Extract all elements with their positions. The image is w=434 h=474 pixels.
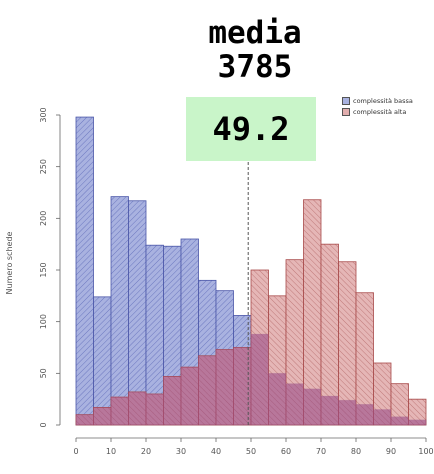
x-tick-label: 10 <box>106 447 116 456</box>
bar-overlap-30 <box>181 367 199 425</box>
bar-overlap-70 <box>321 396 339 425</box>
bar-complessita-bassa-15 <box>128 200 147 426</box>
bar-overlap-10 <box>111 397 129 425</box>
y-tick-label: 50 <box>39 368 48 378</box>
bar-overlap-40 <box>216 349 234 425</box>
bar-overlap-25 <box>163 376 181 425</box>
bar-overlap-80 <box>356 404 374 425</box>
bar-overlap-45 <box>233 347 251 425</box>
bar-overlap-85 <box>373 409 391 425</box>
bar-complessita-bassa-5 <box>93 296 112 426</box>
bar-overlap-55 <box>268 373 286 425</box>
x-tick-label: 60 <box>281 447 291 456</box>
bar-overlap-95 <box>408 419 426 425</box>
x-tick-label: 0 <box>73 447 78 456</box>
bar-overlap-50 <box>251 334 269 425</box>
chart-title-line-1: media <box>208 15 302 51</box>
x-tick-label: 40 <box>211 447 221 456</box>
x-tick-label: 100 <box>418 447 433 456</box>
bar-overlap-20 <box>146 394 164 425</box>
y-axis: 0 50 100 150 200 250 300 <box>39 107 61 428</box>
legend-item-complessita-bassa: complessità bassa <box>342 96 434 106</box>
x-tick-label: 30 <box>176 447 186 456</box>
legend-label-complessita-alta: complessità alta <box>353 108 407 116</box>
bar-overlap-5 <box>93 407 111 425</box>
bar-overlap-0 <box>76 414 94 425</box>
x-tick-label: 70 <box>316 447 326 456</box>
y-tick-label: 200 <box>39 211 48 226</box>
y-tick-label: 300 <box>39 107 48 122</box>
legend-swatch-red <box>342 108 350 116</box>
y-tick-label: 0 <box>39 422 48 427</box>
legend-label-complessita-bassa: complessità bassa <box>353 97 413 105</box>
mean-value-box: 49.2 <box>186 97 316 161</box>
x-tick-label: 80 <box>351 447 361 456</box>
bar-overlap-75 <box>338 400 356 425</box>
bar-overlap-60 <box>286 383 304 425</box>
bar-overlap-35 <box>198 355 216 425</box>
legend-item-complessita-alta: complessità alta <box>342 107 434 117</box>
x-tick-label: 50 <box>246 447 256 456</box>
legend-swatch-blue <box>342 97 350 105</box>
y-axis-label: Numero schede <box>5 231 14 294</box>
x-axis: 0 10 20 30 40 50 60 70 80 90 100 <box>73 437 434 456</box>
chart-title-line-2: 3785 <box>217 49 293 85</box>
x-tick-label: 90 <box>386 447 396 456</box>
y-tick-label: 100 <box>39 314 48 329</box>
series-overlap <box>76 334 426 425</box>
legend: complessità bassa complessità alta <box>342 95 434 127</box>
bar-complessita-bassa-0 <box>75 116 94 426</box>
bar-overlap-65 <box>303 388 321 425</box>
bar-overlap-15 <box>128 391 146 425</box>
bar-overlap-90 <box>391 416 409 425</box>
x-tick-label: 20 <box>141 447 151 456</box>
bar-complessita-bassa-10 <box>110 196 129 426</box>
y-tick-label: 150 <box>39 262 48 277</box>
y-tick-label: 250 <box>39 159 48 174</box>
